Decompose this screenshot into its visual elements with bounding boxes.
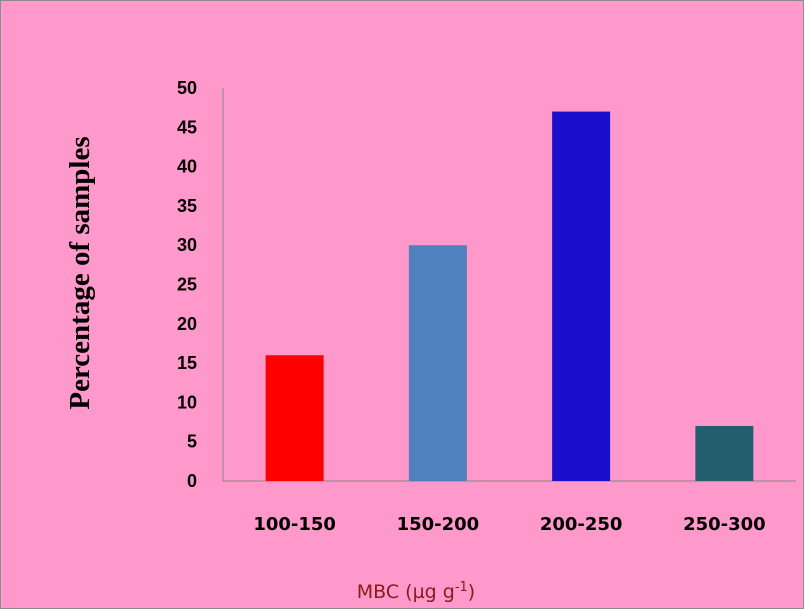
bar-150-200 — [408, 245, 467, 481]
category-label: 150-200 — [397, 514, 480, 535]
y-tick-label: 0 — [187, 471, 197, 491]
y-tick-labels: 0 5 10 15 20 25 30 35 40 45 50 — [177, 78, 197, 491]
y-tick-label: 15 — [177, 353, 197, 373]
category-label: 100-150 — [253, 514, 336, 535]
bar-100-150 — [265, 355, 324, 481]
y-tick-label: 35 — [177, 196, 197, 216]
bar-250-300 — [695, 425, 754, 481]
y-tick-label: 5 — [187, 432, 197, 452]
x-axis-title-sup: -1 — [455, 580, 468, 595]
x-axis-title-base: MBC (µg g — [357, 581, 455, 603]
bar-200-250 — [552, 111, 611, 481]
y-axis-title: Percentage of samples — [64, 136, 96, 409]
bars — [265, 111, 754, 481]
category-labels: 100-150 150-200 200-250 250-300 — [253, 514, 765, 535]
y-tick-label: 45 — [177, 117, 197, 137]
y-tick-label: 30 — [177, 235, 197, 255]
x-axis-title-end: ) — [468, 581, 475, 603]
y-tick-label: 10 — [177, 392, 197, 412]
y-tick-label: 40 — [177, 157, 197, 177]
category-label: 250-300 — [683, 514, 766, 535]
y-tick-label: 50 — [177, 78, 197, 98]
category-label: 200-250 — [540, 514, 623, 535]
x-axis-title: MBC (µg g-1) — [357, 580, 475, 604]
y-tick-label: 20 — [177, 314, 197, 334]
y-tick-label: 25 — [177, 275, 197, 295]
